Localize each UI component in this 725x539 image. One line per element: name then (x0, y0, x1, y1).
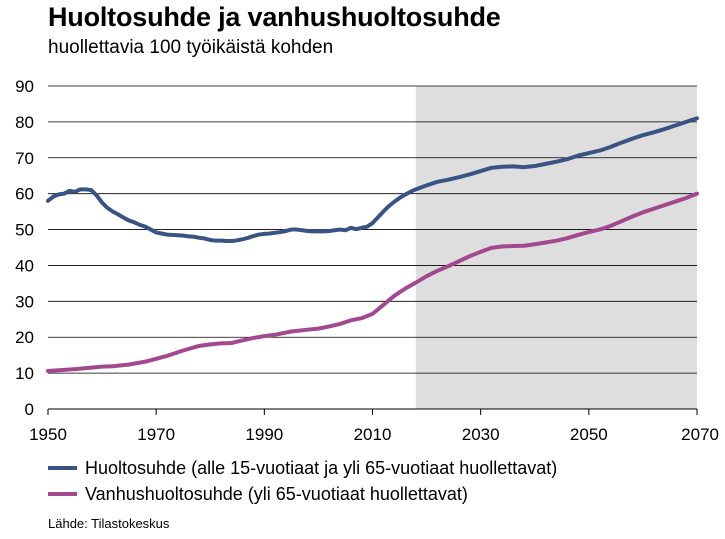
y-tick-label-80: 80 (15, 113, 34, 132)
x-tick-label-2010: 2010 (354, 425, 392, 444)
legend-item-vanhushuoltosuhde: Vanhushuoltosuhde (yli 65-vuotiaat huoll… (48, 481, 557, 507)
x-tick-label-2070: 2070 (681, 425, 719, 444)
legend-label-vanhushuoltosuhde: Vanhushuoltosuhde (yli 65-vuotiaat huoll… (85, 483, 468, 504)
series-line-vanhushuoltosuhde (46, 191, 699, 373)
x-tick-label-1950: 1950 (29, 425, 67, 444)
forecast-shade (415, 86, 697, 409)
chart-title: Huoltosuhde ja vanhushuoltosuhde (48, 2, 501, 32)
legend-item-huoltosuhde: Huoltosuhde (alle 15-vuotiaat ja yli 65-… (48, 455, 557, 481)
source-note: Lähde: Tilastokeskus (48, 516, 170, 531)
y-tick-label-20: 20 (15, 328, 34, 347)
chart-legend: Huoltosuhde (alle 15-vuotiaat ja yli 65-… (48, 455, 557, 507)
chart-subtitle: huollettavia 100 työikäistä kohden (48, 37, 334, 58)
x-tick-label-1990: 1990 (245, 425, 283, 444)
y-tick-label-50: 50 (15, 221, 34, 240)
y-tick-label-90: 90 (15, 77, 34, 96)
y-tick-label-10: 10 (15, 364, 34, 383)
y-tick-label-30: 30 (15, 292, 34, 311)
legend-swatch-huoltosuhde (48, 466, 77, 470)
y-tick-label-40: 40 (15, 256, 34, 275)
x-tick-label-2050: 2050 (570, 425, 608, 444)
legend-swatch-vanhushuoltosuhde (48, 492, 77, 496)
y-tick-label-0: 0 (25, 400, 34, 419)
y-tick-label-60: 60 (15, 185, 34, 204)
x-tick-label-1970: 1970 (137, 425, 175, 444)
legend-label-huoltosuhde: Huoltosuhde (alle 15-vuotiaat ja yli 65-… (85, 457, 558, 478)
y-tick-label-70: 70 (15, 149, 34, 168)
x-tick-label-2030: 2030 (462, 425, 500, 444)
series-line-huoltosuhde (46, 116, 699, 244)
